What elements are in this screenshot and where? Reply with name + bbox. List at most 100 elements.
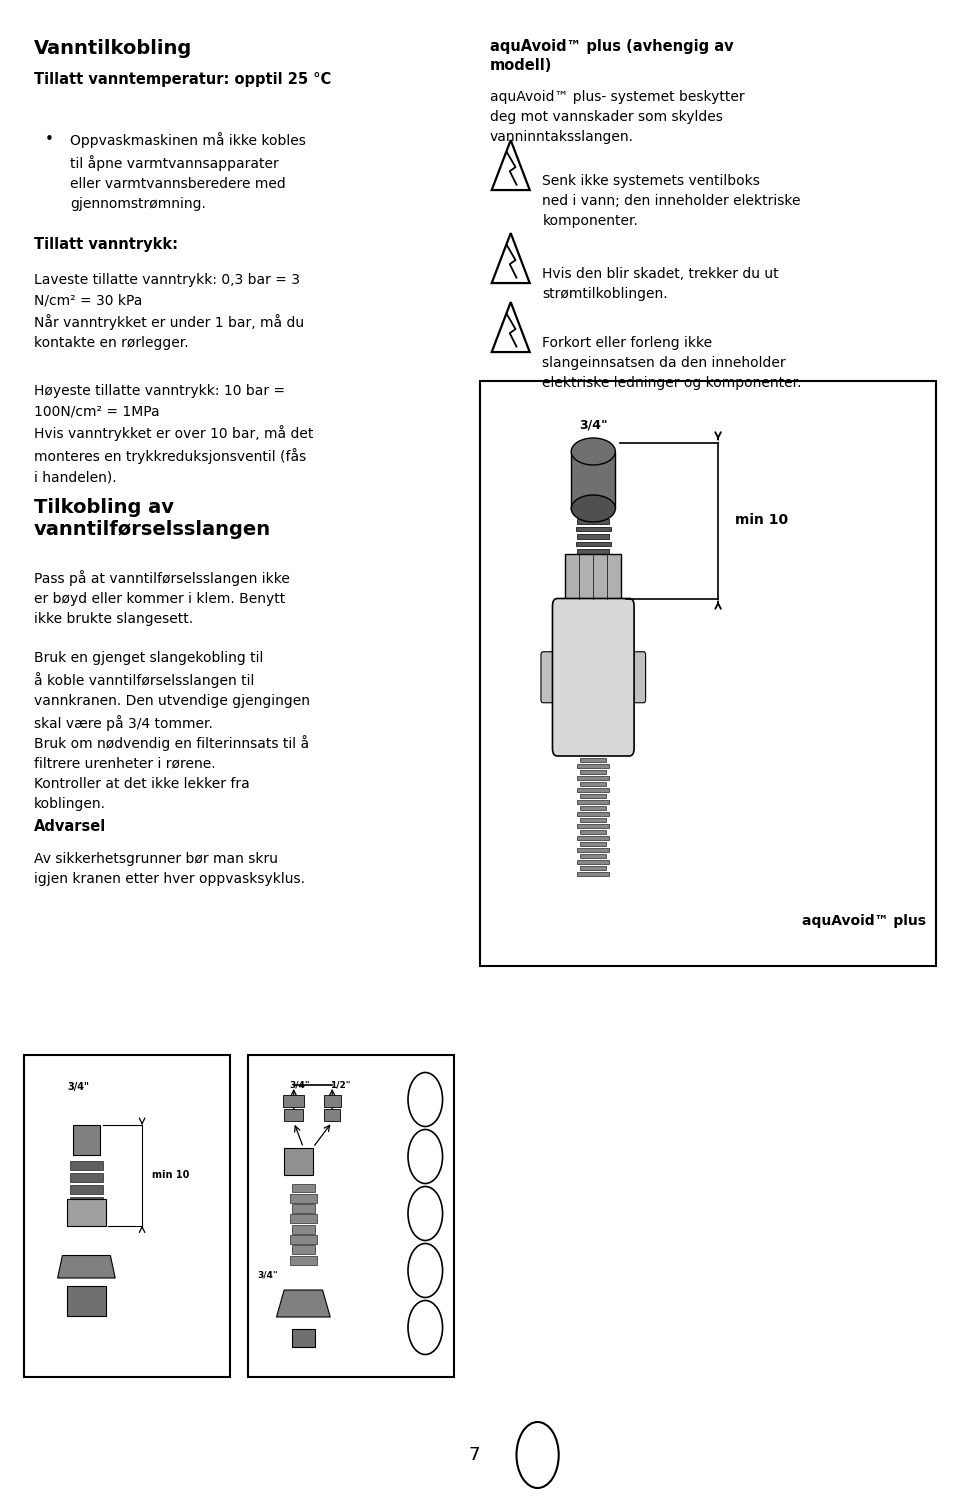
FancyBboxPatch shape [578,859,610,864]
Text: SF: SF [420,1323,431,1332]
Text: min 10: min 10 [152,1170,189,1180]
FancyBboxPatch shape [576,526,611,531]
Circle shape [408,1186,443,1240]
FancyBboxPatch shape [580,830,607,834]
Text: aquAvoid™ plus: aquAvoid™ plus [803,915,926,928]
Ellipse shape [571,495,615,522]
Text: Senk ikke systemets ventilboks
ned i vann; den inneholder elektriske
komponenter: Senk ikke systemets ventilboks ned i van… [542,174,801,228]
Text: Laveste tillatte vanntrykk: 0,3 bar = 3
N/cm² = 30 kPa
Når vanntrykket er under : Laveste tillatte vanntrykk: 0,3 bar = 3 … [34,273,303,350]
FancyBboxPatch shape [553,598,634,756]
FancyBboxPatch shape [292,1224,315,1233]
Text: 3/4": 3/4" [289,1080,309,1089]
Ellipse shape [571,438,615,465]
FancyBboxPatch shape [24,1054,230,1377]
FancyBboxPatch shape [577,534,610,538]
Text: N: N [532,1448,543,1462]
FancyBboxPatch shape [283,1095,304,1107]
FancyBboxPatch shape [580,794,607,798]
FancyBboxPatch shape [73,1125,100,1155]
FancyBboxPatch shape [578,800,610,804]
FancyBboxPatch shape [578,776,610,780]
FancyBboxPatch shape [248,1054,454,1377]
FancyBboxPatch shape [290,1234,317,1244]
FancyBboxPatch shape [580,865,607,870]
FancyBboxPatch shape [580,842,607,846]
Text: N: N [421,1266,429,1275]
FancyBboxPatch shape [292,1184,315,1192]
FancyBboxPatch shape [578,836,610,840]
FancyBboxPatch shape [578,764,610,768]
FancyBboxPatch shape [284,1108,303,1120]
Circle shape [516,1422,559,1488]
FancyBboxPatch shape [580,782,607,786]
FancyBboxPatch shape [67,1198,106,1225]
Circle shape [408,1072,443,1126]
Text: Oppvaskmaskinen må ikke kobles
til åpne varmtvannsapparater
eller varmtvannsbere: Oppvaskmaskinen må ikke kobles til åpne … [70,132,306,212]
FancyBboxPatch shape [577,564,610,568]
Polygon shape [58,1256,115,1278]
FancyBboxPatch shape [290,1194,317,1203]
FancyBboxPatch shape [292,1329,315,1347]
Text: Av sikkerhetsgrunner bør man skru
igjen kranen etter hver oppvasksyklus.: Av sikkerhetsgrunner bør man skru igjen … [34,852,304,886]
Circle shape [408,1300,443,1354]
FancyBboxPatch shape [324,1108,340,1120]
Text: Advarsel: Advarsel [34,819,106,834]
FancyBboxPatch shape [565,554,621,598]
FancyBboxPatch shape [70,1209,103,1218]
FancyBboxPatch shape [67,1286,106,1316]
Text: 1/2": 1/2" [330,1080,350,1089]
Text: S: S [421,1209,429,1218]
FancyBboxPatch shape [577,519,610,524]
FancyBboxPatch shape [578,788,610,792]
FancyBboxPatch shape [292,1204,315,1214]
FancyBboxPatch shape [70,1173,103,1182]
FancyBboxPatch shape [578,824,610,828]
FancyBboxPatch shape [576,542,611,546]
Text: Bruk om nødvendig en filterinnsats til å
filtrere urenheter i rørene.
Kontroller: Bruk om nødvendig en filterinnsats til å… [34,735,309,812]
Text: 3/4": 3/4" [257,1270,277,1280]
Text: Pass på at vanntilførselsslangen ikke
er bøyd eller kommer i klem. Benytt
ikke b: Pass på at vanntilførselsslangen ikke er… [34,570,290,626]
Text: Tilkobling av
vanntilførselsslangen: Tilkobling av vanntilførselsslangen [34,498,271,538]
FancyBboxPatch shape [580,818,607,822]
Text: aquAvoid™ plus- systemet beskytter
deg mot vannskader som skyldes
vanninntakssla: aquAvoid™ plus- systemet beskytter deg m… [490,90,744,144]
FancyBboxPatch shape [70,1161,103,1170]
Text: Bruk en gjenget slangekobling til
å koble vanntilførselsslangen til
vannkranen. : Bruk en gjenget slangekobling til å kobl… [34,651,309,730]
Text: aquAvoid™ plus (avhengig av
modell): aquAvoid™ plus (avhengig av modell) [490,39,733,72]
Circle shape [408,1130,443,1184]
FancyBboxPatch shape [290,1215,317,1224]
FancyBboxPatch shape [576,556,611,561]
FancyBboxPatch shape [580,770,607,774]
Text: Vanntilkobling: Vanntilkobling [34,39,192,58]
Text: 3/4": 3/4" [579,419,608,432]
Text: 7: 7 [468,1446,480,1464]
Text: 3/4": 3/4" [67,1082,89,1092]
Text: •: • [45,132,54,147]
FancyBboxPatch shape [70,1185,103,1194]
FancyBboxPatch shape [577,549,610,554]
FancyBboxPatch shape [571,452,615,509]
FancyBboxPatch shape [324,1095,341,1107]
Text: Høyeste tillatte vanntrykk: 10 bar =
100N/cm² = 1MPa
Hvis vanntrykket er over 10: Høyeste tillatte vanntrykk: 10 bar = 100… [34,384,313,484]
Text: Tillatt vanntemperatur: opptil 25 °C: Tillatt vanntemperatur: opptil 25 °C [34,72,331,87]
FancyBboxPatch shape [70,1197,103,1206]
Text: min 10: min 10 [735,513,788,528]
FancyBboxPatch shape [284,1148,313,1174]
Text: CH: CH [419,1095,432,1104]
Polygon shape [276,1290,330,1317]
Text: Hvis den blir skadet, trekker du ut
strømtilkoblingen.: Hvis den blir skadet, trekker du ut strø… [542,267,779,302]
FancyBboxPatch shape [578,871,610,876]
FancyBboxPatch shape [580,758,607,762]
FancyBboxPatch shape [480,381,936,966]
FancyBboxPatch shape [580,853,607,858]
FancyBboxPatch shape [292,1245,315,1254]
FancyBboxPatch shape [578,847,610,852]
FancyBboxPatch shape [290,1256,317,1264]
FancyBboxPatch shape [576,572,611,576]
Circle shape [408,1244,443,1298]
FancyBboxPatch shape [580,806,607,810]
Text: Tillatt vanntrykk:: Tillatt vanntrykk: [34,237,178,252]
Text: DK: DK [419,1152,432,1161]
FancyBboxPatch shape [578,812,610,816]
FancyBboxPatch shape [541,651,559,702]
Text: Forkort eller forleng ikke
slangeinnsatsen da den inneholder
elektriske ledninge: Forkort eller forleng ikke slangeinnsats… [542,336,802,390]
